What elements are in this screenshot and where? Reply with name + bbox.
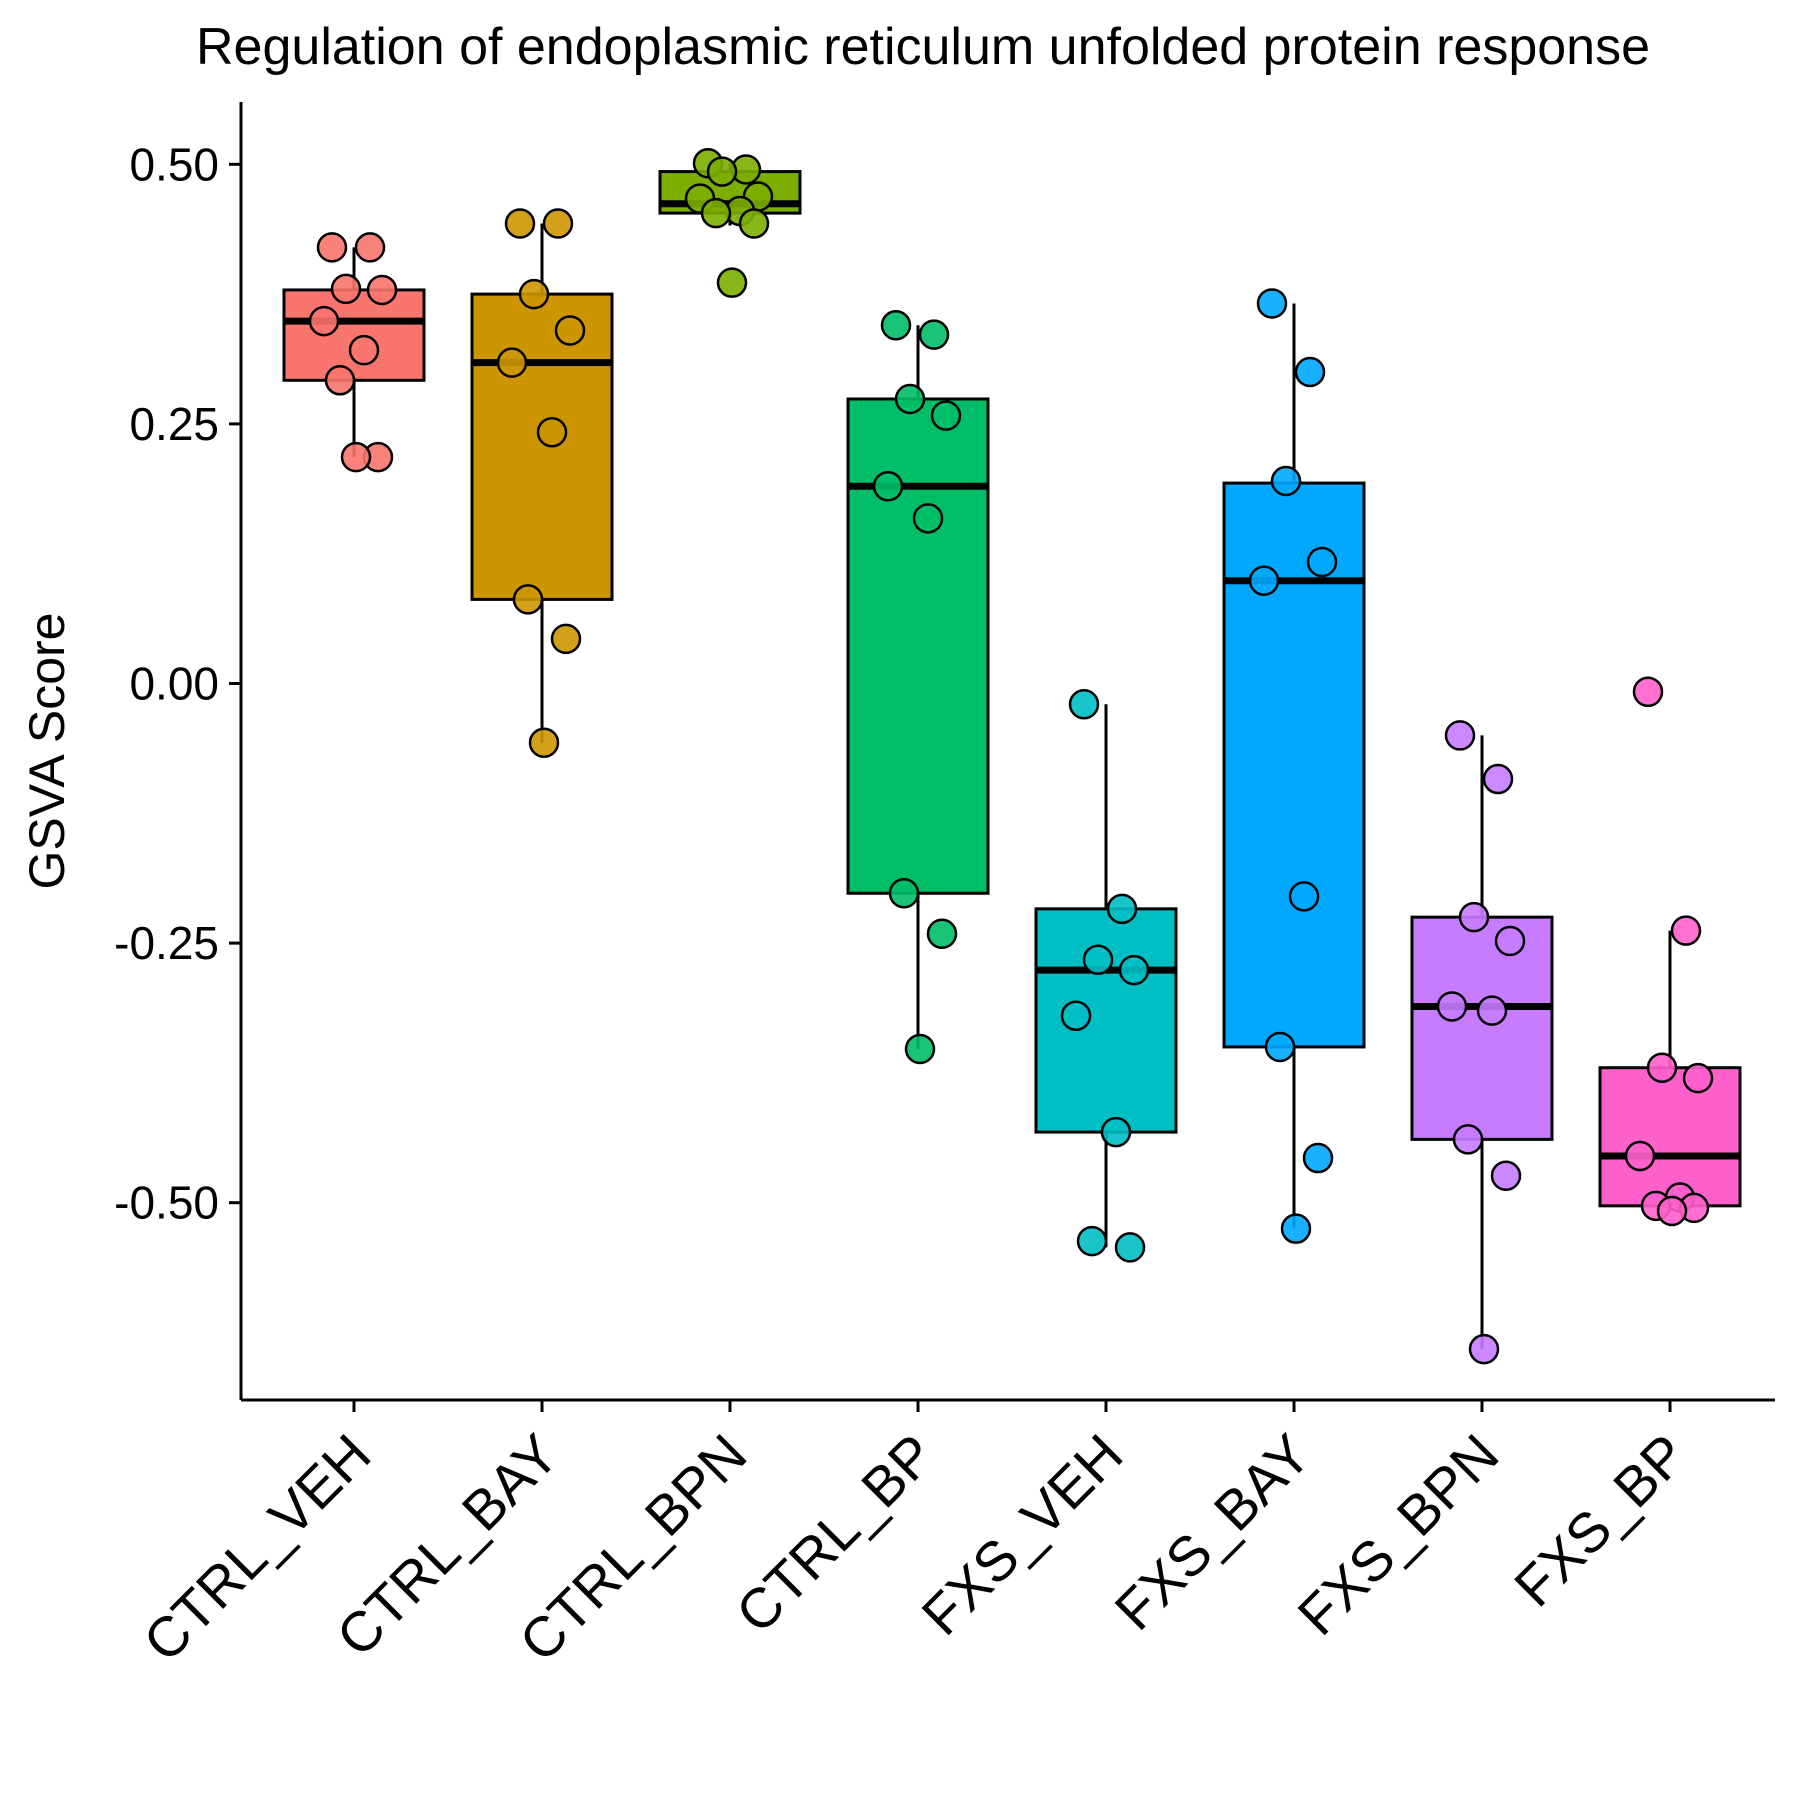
data-point <box>1248 565 1280 596</box>
data-point <box>542 208 574 239</box>
box <box>1410 915 1554 1141</box>
data-point <box>1656 1195 1688 1227</box>
data-point <box>738 208 770 239</box>
data-point <box>700 197 732 229</box>
data-point <box>912 503 944 534</box>
x-tick-label: CTRL_BP <box>724 1422 947 1645</box>
data-point <box>880 310 912 341</box>
box-group <box>846 310 990 1065</box>
data-point <box>1082 944 1114 975</box>
box-group <box>1410 720 1554 1365</box>
box-group <box>470 208 614 758</box>
data-point <box>706 156 738 187</box>
box-group <box>1222 288 1366 1244</box>
data-point <box>1494 925 1526 957</box>
data-point <box>918 319 950 350</box>
data-point <box>1288 881 1320 912</box>
y-axis-label: GSVA Score <box>19 613 75 890</box>
data-point <box>1306 546 1338 578</box>
data-point <box>1670 915 1702 946</box>
data-point <box>330 273 362 305</box>
data-point <box>926 918 958 950</box>
box <box>1598 1066 1742 1208</box>
data-point <box>1482 763 1514 795</box>
data-point <box>1280 1213 1312 1244</box>
data-point <box>340 441 372 473</box>
data-point <box>550 623 582 655</box>
data-point <box>872 470 904 502</box>
data-point <box>1060 1000 1092 1032</box>
data-point <box>1106 893 1138 925</box>
x-tick-label: FXS_BAY <box>1103 1422 1323 1642</box>
data-point <box>1632 676 1664 708</box>
data-point <box>512 584 544 615</box>
data-point <box>1490 1160 1522 1191</box>
data-point <box>1476 995 1508 1026</box>
box-group <box>1598 676 1742 1227</box>
data-point <box>536 416 568 448</box>
data-point <box>1624 1140 1656 1172</box>
x-axis-ticks: CTRL_VEHCTRL_BAYCTRL_BPNCTRL_BPFXS_VEHFX… <box>131 1400 1698 1673</box>
data-point <box>528 727 560 758</box>
data-point <box>904 1033 936 1065</box>
data-point <box>1294 356 1326 388</box>
data-point <box>1444 720 1476 751</box>
data-point <box>888 878 920 909</box>
data-point <box>1114 1232 1146 1263</box>
data-point <box>348 334 380 366</box>
x-tick-label: FXS_BPN <box>1285 1422 1510 1647</box>
plot-area <box>282 148 1742 1365</box>
data-point <box>554 315 586 346</box>
data-point <box>1068 689 1100 720</box>
y-axis-ticks: 0.50 0.25 0.00 -0.25 -0.50 <box>114 138 241 1229</box>
box <box>470 292 614 601</box>
y-tick-label: -0.50 <box>114 1177 219 1229</box>
data-point <box>366 274 398 306</box>
data-point <box>496 347 528 378</box>
y-tick-label: 0.25 <box>129 398 219 450</box>
box-group <box>658 148 802 298</box>
data-point <box>308 305 340 337</box>
data-point <box>894 383 926 415</box>
box <box>1034 907 1178 1134</box>
data-point <box>1452 1124 1484 1155</box>
x-tick-label: FXS_VEH <box>909 1422 1134 1647</box>
y-tick-label: 0.50 <box>129 138 219 190</box>
data-point <box>1646 1052 1678 1083</box>
data-point <box>354 232 386 263</box>
data-point <box>316 232 348 263</box>
data-point <box>518 278 550 310</box>
data-point <box>1076 1225 1108 1257</box>
data-point <box>1302 1142 1334 1174</box>
data-point <box>1270 465 1302 497</box>
x-tick-label: FXS_BP <box>1502 1422 1698 1618</box>
data-point <box>716 267 748 298</box>
data-point <box>1682 1062 1714 1094</box>
data-point <box>324 365 356 396</box>
data-point <box>1436 991 1468 1022</box>
box-group <box>282 232 426 473</box>
box <box>846 397 990 895</box>
box-group <box>1034 689 1178 1263</box>
data-point <box>504 208 536 239</box>
data-point <box>1118 954 1150 986</box>
data-point <box>1256 288 1288 319</box>
chart-title: Regulation of endoplasmic reticulum unfo… <box>196 18 1650 76</box>
data-point <box>1458 901 1490 933</box>
data-point <box>1264 1031 1296 1063</box>
box <box>1222 481 1366 1049</box>
y-tick-label: 0.00 <box>129 658 219 710</box>
y-tick-label: -0.25 <box>114 917 219 969</box>
data-point <box>930 400 962 431</box>
box <box>282 288 426 382</box>
data-point <box>1100 1116 1132 1148</box>
data-point <box>1468 1333 1500 1365</box>
